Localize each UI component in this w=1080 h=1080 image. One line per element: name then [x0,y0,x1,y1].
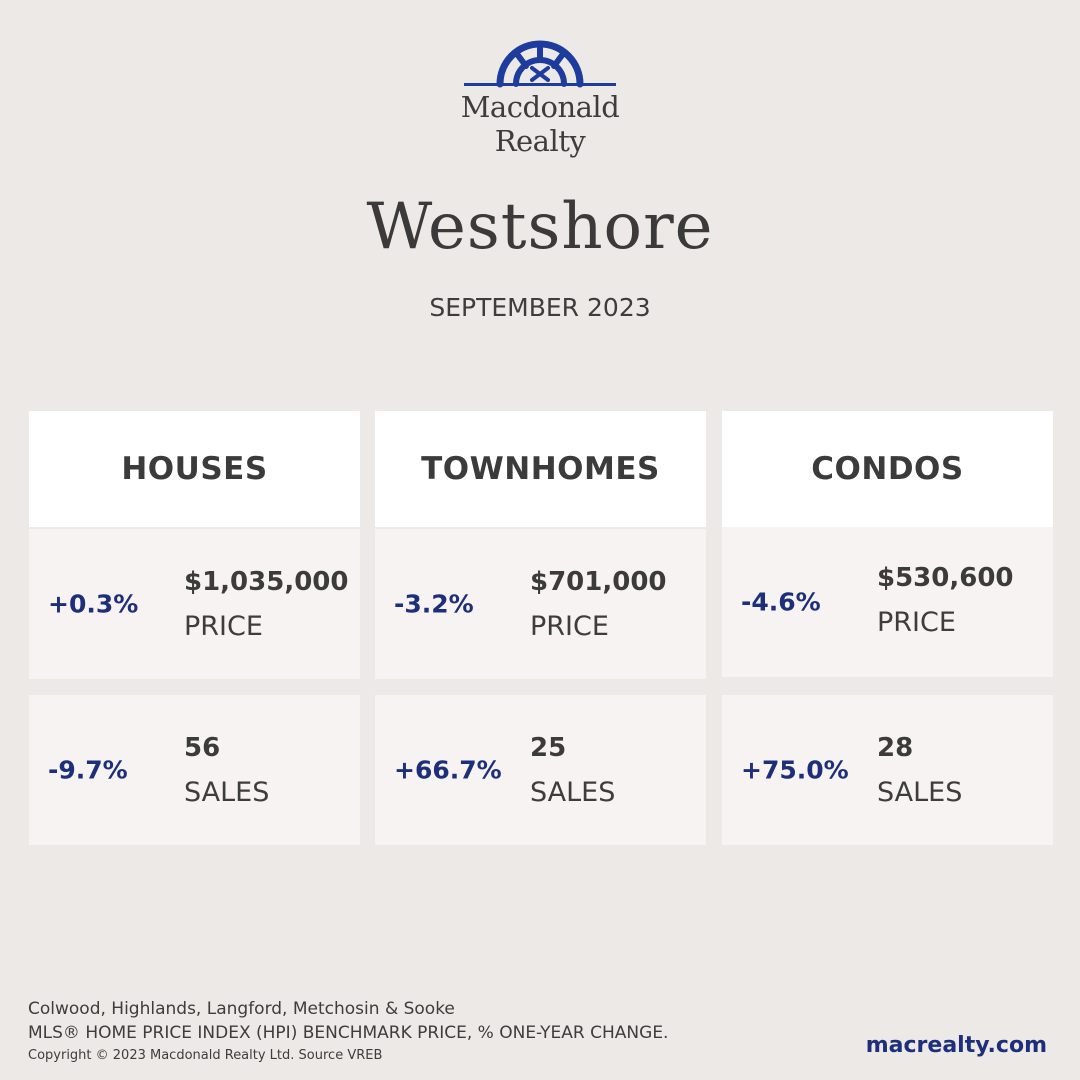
condos-sales-value: 28 [877,733,914,763]
footer-copyright: Copyright © 2023 Macdonald Realty Ltd. S… [28,1048,383,1063]
condos-header: CONDOS [722,411,1053,527]
townhomes-sales-card: +66.7% 25 SALES [375,695,706,845]
condos-price-label: PRICE [877,607,956,638]
brand-name-line2: Realty [494,124,586,158]
houses-price-card: +0.3% $1,035,000 PRICE [29,529,360,679]
condos-price-change: -4.6% [741,587,821,617]
footer-note: MLS® HOME PRICE INDEX (HPI) BENCHMARK PR… [28,1023,669,1043]
townhomes-sales-value: 25 [530,733,567,763]
condos-sales-label: SALES [877,777,963,808]
townhomes-price-card: -3.2% $701,000 PRICE [375,529,706,679]
houses-header: HOUSES [29,411,360,527]
houses-price-change: +0.3% [48,589,139,619]
townhomes-price-change: -3.2% [394,589,474,619]
houses-sales-change: -9.7% [48,755,128,785]
sunburst-logo-icon [464,40,616,88]
footer-areas: Colwood, Highlands, Langford, Metchosin … [28,999,455,1019]
condos-sales-card: +75.0% 28 SALES [722,695,1053,845]
houses-sales-value: 56 [184,733,221,763]
condos-price-card: -4.6% $530,600 PRICE [722,527,1053,677]
houses-sales-card: -9.7% 56 SALES [29,695,360,845]
region-title: Westshore [366,190,714,264]
website-link[interactable]: macrealty.com [865,1033,1047,1058]
townhomes-price-value: $701,000 [530,567,667,597]
townhomes-title: TOWNHOMES [421,451,660,487]
houses-sales-label: SALES [184,777,270,808]
townhomes-sales-change: +66.7% [394,755,502,785]
condos-price-value: $530,600 [877,563,1014,593]
townhomes-sales-label: SALES [530,777,616,808]
condos-title: CONDOS [811,451,964,487]
condos-sales-change: +75.0% [741,755,849,785]
townhomes-price-label: PRICE [530,611,609,642]
report-period: SEPTEMBER 2023 [429,293,651,322]
townhomes-header: TOWNHOMES [375,411,706,527]
houses-title: HOUSES [121,451,268,487]
houses-price-value: $1,035,000 [184,567,349,597]
brand-name-line1: Macdonald [460,90,620,124]
brand-logo: Macdonald Realty [0,40,1080,158]
houses-price-label: PRICE [184,611,263,642]
